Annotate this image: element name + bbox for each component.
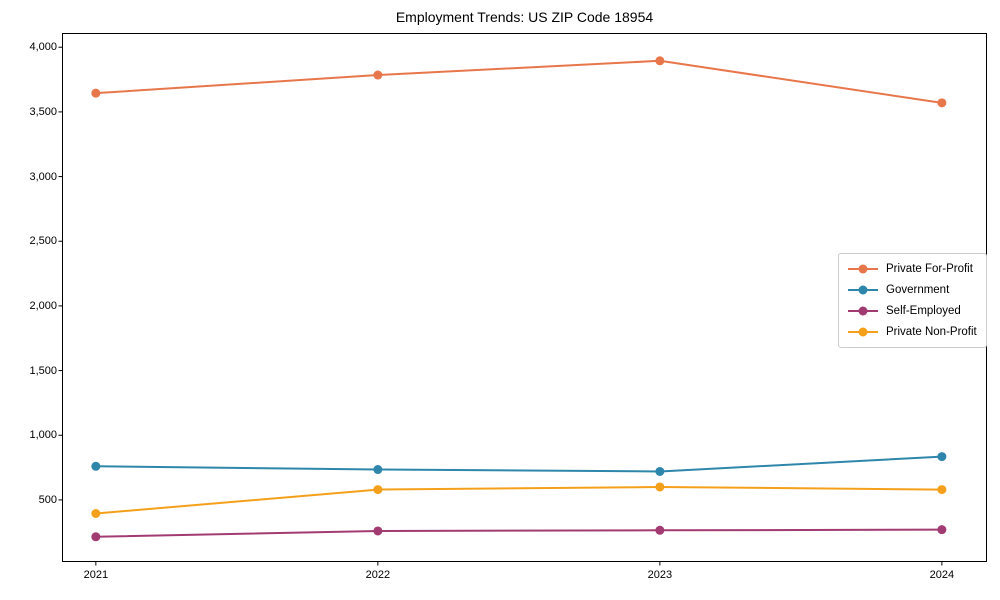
legend-line-swatch xyxy=(848,264,878,274)
legend-marker-dot xyxy=(858,306,868,316)
chart-title: Employment Trends: US ZIP Code 18954 xyxy=(395,9,654,25)
data-point xyxy=(655,525,665,535)
data-point xyxy=(655,56,665,66)
legend-line-swatch xyxy=(848,306,878,316)
legend-item: Government xyxy=(848,281,977,299)
legend-item: Private For-Profit xyxy=(848,260,977,278)
legend-label: Private Non-Profit xyxy=(886,326,977,338)
y-tick-label: 4,000 xyxy=(29,41,57,54)
data-point xyxy=(937,485,947,495)
legend-item: Private Non-Profit xyxy=(848,323,977,341)
data-point xyxy=(373,465,383,475)
series-line xyxy=(95,528,942,538)
legend-marker-dot xyxy=(858,327,868,337)
data-point xyxy=(373,526,383,536)
y-tick-label: 500 xyxy=(38,493,57,506)
x-tick-label: 2022 xyxy=(365,569,391,581)
data-point xyxy=(91,532,101,542)
data-point xyxy=(937,525,947,535)
data-point xyxy=(373,485,383,495)
x-tick-label: 2021 xyxy=(83,569,109,581)
data-point xyxy=(655,482,665,492)
legend-line-swatch xyxy=(848,285,878,295)
series-line xyxy=(95,485,942,515)
y-tick-label: 3,000 xyxy=(29,170,57,183)
legend: Private For-Profit Government Self-Employe… xyxy=(838,253,987,348)
data-point xyxy=(91,508,101,518)
y-tick-label: 2,000 xyxy=(29,299,57,312)
legend-label: Government xyxy=(886,284,950,296)
series-line xyxy=(95,455,942,473)
legend-label: Private For-Profit xyxy=(886,263,973,275)
series-line xyxy=(95,59,943,104)
legend-marker-dot xyxy=(858,264,868,274)
data-point xyxy=(91,461,101,471)
legend-item: Self-Employed xyxy=(848,302,977,320)
legend-line-swatch xyxy=(848,327,878,337)
x-tick-label: 2024 xyxy=(929,569,955,581)
y-tick-label: 3,500 xyxy=(29,105,57,118)
data-point xyxy=(91,88,101,98)
data-point xyxy=(937,98,947,108)
legend-marker-dot xyxy=(858,285,868,295)
legend-label: Self-Employed xyxy=(886,305,961,317)
y-tick-label: 1,500 xyxy=(29,364,57,377)
data-point xyxy=(937,452,947,462)
y-tick-label: 2,500 xyxy=(29,235,57,248)
y-tick-label: 1,000 xyxy=(29,429,57,442)
data-point xyxy=(373,70,383,80)
x-tick-label: 2023 xyxy=(647,569,673,581)
data-point xyxy=(655,466,665,476)
